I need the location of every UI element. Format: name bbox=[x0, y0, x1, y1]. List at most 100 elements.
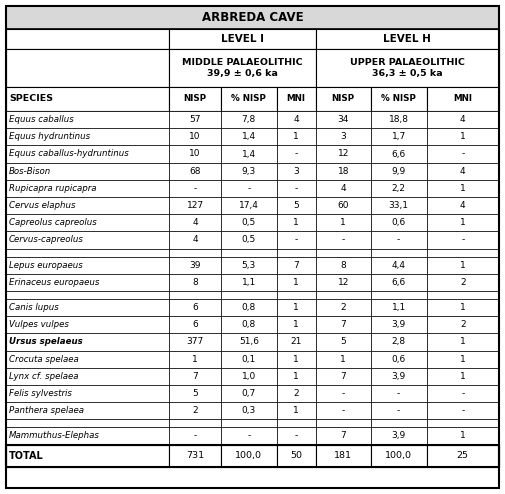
Bar bbox=[277, 427, 316, 445]
Text: 4: 4 bbox=[460, 115, 466, 124]
Text: 1: 1 bbox=[293, 303, 299, 312]
Text: -: - bbox=[397, 406, 400, 415]
Bar bbox=[316, 49, 499, 87]
Text: UPPER PALAEOLITHIC
36,3 ± 0,5 ka: UPPER PALAEOLITHIC 36,3 ± 0,5 ka bbox=[350, 58, 465, 78]
Bar bbox=[169, 49, 316, 87]
Bar bbox=[316, 248, 371, 256]
Bar bbox=[371, 87, 427, 111]
Text: 1: 1 bbox=[460, 184, 466, 193]
Bar bbox=[6, 128, 169, 145]
Bar bbox=[221, 274, 277, 291]
Text: -: - bbox=[294, 184, 298, 193]
Bar bbox=[371, 128, 427, 145]
Bar bbox=[221, 333, 277, 351]
Bar bbox=[221, 256, 277, 274]
Text: 1,7: 1,7 bbox=[391, 132, 406, 141]
Bar bbox=[169, 385, 221, 402]
Bar bbox=[277, 197, 316, 214]
Bar bbox=[427, 163, 499, 180]
Bar bbox=[6, 299, 169, 316]
Text: 4: 4 bbox=[340, 184, 346, 193]
Bar bbox=[169, 145, 221, 163]
Bar bbox=[221, 291, 277, 299]
Text: 0,6: 0,6 bbox=[391, 218, 406, 227]
Bar bbox=[277, 111, 316, 128]
Text: -: - bbox=[294, 431, 298, 441]
Text: 0,5: 0,5 bbox=[242, 218, 256, 227]
Text: 1: 1 bbox=[293, 355, 299, 364]
Bar bbox=[169, 316, 221, 333]
Bar bbox=[371, 180, 427, 197]
Text: % NISP: % NISP bbox=[231, 94, 266, 104]
Bar bbox=[277, 445, 316, 467]
Text: 0,6: 0,6 bbox=[391, 355, 406, 364]
Bar bbox=[316, 145, 371, 163]
Text: 377: 377 bbox=[186, 337, 204, 346]
Text: MNI: MNI bbox=[287, 94, 306, 104]
Text: 1: 1 bbox=[460, 303, 466, 312]
Text: 10: 10 bbox=[189, 132, 201, 141]
Text: 0,1: 0,1 bbox=[242, 355, 256, 364]
Bar bbox=[221, 231, 277, 248]
Text: 1,1: 1,1 bbox=[242, 278, 256, 287]
Text: 2: 2 bbox=[293, 389, 299, 398]
Text: 6,6: 6,6 bbox=[391, 150, 406, 159]
Bar bbox=[316, 87, 371, 111]
Bar bbox=[316, 29, 499, 49]
Text: 12: 12 bbox=[337, 278, 349, 287]
Bar bbox=[371, 145, 427, 163]
Bar bbox=[221, 299, 277, 316]
Text: Bos-Bison: Bos-Bison bbox=[9, 166, 51, 176]
Bar bbox=[221, 87, 277, 111]
Bar bbox=[221, 214, 277, 231]
Bar bbox=[277, 333, 316, 351]
Text: -: - bbox=[461, 236, 465, 245]
Text: Crocuta spelaea: Crocuta spelaea bbox=[9, 355, 79, 364]
Text: 3,9: 3,9 bbox=[391, 320, 406, 329]
Text: 1: 1 bbox=[192, 355, 198, 364]
Text: 2: 2 bbox=[340, 303, 346, 312]
Bar bbox=[169, 29, 316, 49]
Text: Lepus europaeus: Lepus europaeus bbox=[9, 261, 83, 270]
Text: 1: 1 bbox=[460, 337, 466, 346]
Text: 3: 3 bbox=[340, 132, 346, 141]
Text: 7: 7 bbox=[340, 431, 346, 441]
Text: 7: 7 bbox=[293, 261, 299, 270]
Bar bbox=[427, 274, 499, 291]
Text: 2: 2 bbox=[192, 406, 198, 415]
Bar bbox=[427, 87, 499, 111]
Text: 0,7: 0,7 bbox=[242, 389, 256, 398]
Bar bbox=[316, 385, 371, 402]
Text: 21: 21 bbox=[290, 337, 302, 346]
Text: 4: 4 bbox=[460, 166, 466, 176]
Bar bbox=[316, 351, 371, 368]
Text: 1: 1 bbox=[340, 218, 346, 227]
Text: 50: 50 bbox=[290, 451, 302, 460]
Bar bbox=[221, 368, 277, 385]
Bar bbox=[371, 368, 427, 385]
Bar bbox=[6, 145, 169, 163]
Bar bbox=[316, 197, 371, 214]
Text: 100,0: 100,0 bbox=[235, 451, 262, 460]
Bar bbox=[169, 248, 221, 256]
Bar bbox=[221, 128, 277, 145]
Bar bbox=[221, 145, 277, 163]
Text: 8: 8 bbox=[192, 278, 198, 287]
Bar bbox=[277, 385, 316, 402]
Text: 7: 7 bbox=[340, 320, 346, 329]
Bar bbox=[277, 231, 316, 248]
Text: 10: 10 bbox=[189, 150, 201, 159]
Bar bbox=[316, 333, 371, 351]
Bar bbox=[169, 87, 221, 111]
Bar bbox=[316, 128, 371, 145]
Text: 1: 1 bbox=[293, 278, 299, 287]
Bar bbox=[316, 214, 371, 231]
Text: 0,3: 0,3 bbox=[242, 406, 256, 415]
Text: 17,4: 17,4 bbox=[239, 201, 259, 210]
Bar bbox=[6, 333, 169, 351]
Bar bbox=[427, 445, 499, 467]
Bar bbox=[427, 197, 499, 214]
Text: Ursus spelaeus: Ursus spelaeus bbox=[9, 337, 83, 346]
Text: 2,8: 2,8 bbox=[391, 337, 406, 346]
Text: 33,1: 33,1 bbox=[389, 201, 409, 210]
